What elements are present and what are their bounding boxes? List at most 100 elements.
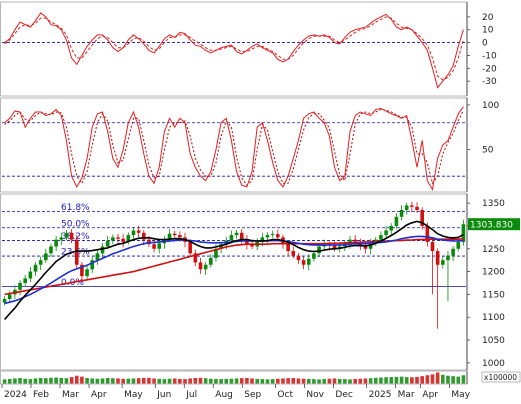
x-tick-label: Dec bbox=[335, 390, 352, 400]
price-ytick-tick-label: 1200 bbox=[482, 268, 505, 278]
volume-bar bbox=[322, 378, 327, 384]
x-axis: 2024 Feb Mar Apr May Jun Jul Aug Sep Oct Nov Dec 202… bbox=[1, 384, 471, 400]
candle-body bbox=[33, 264, 38, 272]
volume-bar bbox=[183, 379, 187, 384]
volume-bar bbox=[420, 376, 424, 384]
volume-bar bbox=[178, 378, 182, 384]
x-tick-label: Jul bbox=[185, 390, 197, 400]
x-tick-label: Oct bbox=[277, 390, 293, 400]
volume-bar bbox=[126, 378, 131, 384]
volume-bar bbox=[28, 379, 33, 384]
price-ytick-tick-label: 1150 bbox=[482, 290, 505, 300]
candle-body bbox=[198, 262, 203, 270]
volume-bar bbox=[85, 378, 89, 384]
macd-frame bbox=[0, 1, 468, 97]
volume-bar bbox=[59, 378, 64, 384]
volume-bar bbox=[399, 376, 404, 384]
volume-bar bbox=[105, 378, 110, 384]
volume-bar bbox=[172, 378, 177, 384]
stochastic-signal-line bbox=[4, 108, 464, 186]
volume-bar bbox=[250, 378, 254, 384]
volume-bar bbox=[430, 374, 435, 384]
volume-bar bbox=[317, 379, 321, 384]
macd-ytick-tick-label: 20 bbox=[482, 13, 494, 23]
volume-bar bbox=[95, 378, 100, 384]
volume-bar bbox=[358, 378, 363, 384]
x-tick-label: Apr bbox=[422, 390, 438, 400]
candle-body bbox=[348, 239, 352, 244]
candle-body bbox=[64, 232, 69, 238]
candle-body bbox=[296, 255, 301, 261]
x-tick-label: May bbox=[124, 390, 143, 400]
x-tick-label: 2024 bbox=[4, 390, 27, 400]
candle-body bbox=[306, 258, 311, 265]
volume-bar bbox=[451, 376, 455, 384]
x-tick-label: Feb bbox=[33, 390, 49, 400]
volume-bar bbox=[239, 378, 244, 384]
candle-body bbox=[116, 237, 120, 239]
volume-bar bbox=[224, 378, 229, 384]
candle-body bbox=[105, 240, 110, 247]
volume-bar bbox=[13, 378, 17, 384]
candle-body bbox=[250, 244, 254, 247]
volume-bar bbox=[2, 379, 7, 384]
volume-bar bbox=[332, 378, 337, 384]
candle-body bbox=[121, 238, 125, 242]
candle-body bbox=[214, 248, 218, 258]
volume-bar bbox=[415, 376, 419, 384]
candle-body bbox=[219, 244, 223, 249]
volume-bar bbox=[281, 378, 285, 384]
x-tick-label: May bbox=[451, 390, 470, 400]
candle-body bbox=[2, 298, 7, 303]
candle-body bbox=[172, 233, 177, 236]
candle-body bbox=[353, 239, 357, 242]
volume-bar bbox=[440, 374, 445, 384]
candle-body bbox=[394, 216, 399, 226]
candle-body bbox=[193, 253, 198, 263]
volume-bar bbox=[384, 377, 388, 384]
candle-body bbox=[28, 271, 33, 279]
candle-body bbox=[188, 241, 192, 254]
volume-bar bbox=[33, 378, 38, 384]
volume-bar bbox=[461, 375, 466, 384]
volume-bar bbox=[245, 378, 249, 384]
volume-bar bbox=[121, 378, 125, 384]
moving-average-black bbox=[3, 220, 464, 321]
candle-body bbox=[410, 205, 414, 207]
volume-bar bbox=[234, 378, 239, 384]
candle-body bbox=[100, 246, 105, 254]
candle-body bbox=[440, 260, 445, 265]
macd-ytick-tick-label: -10 bbox=[482, 51, 497, 61]
candle-body bbox=[136, 230, 141, 233]
volume-bar bbox=[18, 378, 22, 384]
price-ytick-tick-label: 1100 bbox=[482, 313, 505, 323]
volume-bar bbox=[80, 376, 84, 384]
candle-body bbox=[301, 260, 306, 265]
candle-body bbox=[368, 243, 373, 249]
candle-body bbox=[23, 278, 28, 283]
candle-body bbox=[435, 251, 440, 265]
volume-bar bbox=[363, 378, 368, 384]
candle-body bbox=[430, 241, 435, 252]
volume-bar bbox=[265, 379, 270, 384]
last-price-label: 1303.830 bbox=[470, 221, 513, 231]
volume-bar bbox=[276, 378, 280, 384]
candle-body bbox=[69, 232, 74, 240]
x-tick-label: Apr bbox=[91, 390, 107, 400]
volume-bar bbox=[90, 378, 95, 384]
volume-bar bbox=[260, 379, 265, 384]
price-ytick-tick-label: 1000 bbox=[482, 359, 505, 369]
volume-bar bbox=[373, 377, 378, 384]
candle-body bbox=[90, 260, 95, 270]
volume-bar bbox=[162, 379, 167, 384]
volume-bar bbox=[286, 378, 290, 384]
x-tick-label: Mar bbox=[62, 390, 79, 400]
volume-bar bbox=[188, 378, 192, 384]
x-tick-label: 2025 bbox=[369, 390, 392, 400]
candle-body bbox=[389, 225, 394, 231]
volume-bar bbox=[54, 377, 58, 384]
candle-body bbox=[141, 232, 146, 240]
volume-bar bbox=[7, 378, 12, 384]
macd-ytick-tick-label: -20 bbox=[482, 64, 497, 74]
volume-bar bbox=[312, 379, 316, 384]
